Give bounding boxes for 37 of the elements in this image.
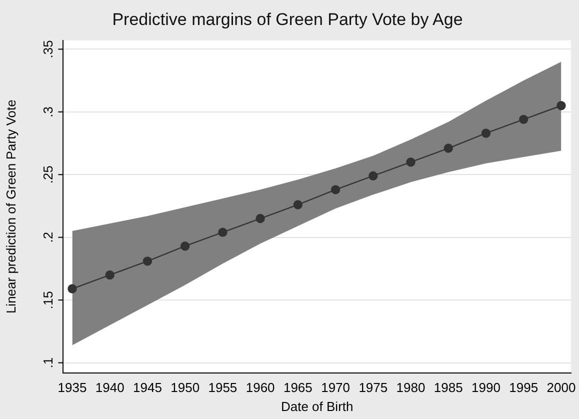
x-tick-label: 1995: [509, 380, 538, 396]
point: [218, 228, 228, 237]
x-tick-label: 1935: [58, 380, 87, 396]
x-tick-label: 1940: [95, 380, 124, 396]
y-tick-label: .15: [40, 291, 56, 310]
x-tick-label: 1960: [246, 380, 275, 396]
x-axis-title: Date of Birth: [280, 398, 354, 414]
point: [256, 214, 265, 224]
y-tick-label: .25: [40, 166, 56, 184]
point: [180, 242, 190, 251]
x-tick-label: 1950: [170, 380, 200, 396]
x-tick-label: 1955: [208, 380, 238, 396]
x-tick-label: 1990: [472, 380, 500, 396]
point: [330, 185, 340, 194]
point: [142, 256, 152, 266]
point: [444, 144, 453, 153]
y-axis-title: Linear prediction of Green Party Vote: [3, 100, 18, 314]
x-tick-label: 1980: [396, 380, 426, 396]
point: [368, 171, 378, 180]
point: [519, 114, 528, 124]
x-tick-label: 1965: [283, 380, 312, 396]
chart-title: Predictive margins of Green Party Vote by Age: [112, 10, 463, 29]
point: [68, 284, 77, 294]
point: [293, 200, 303, 210]
point: [406, 157, 416, 167]
x-tick-label: 1975: [358, 380, 388, 396]
y-tick-label: .35: [40, 40, 56, 58]
x-tick-label: 2000: [546, 380, 576, 396]
x-tick-label: 1985: [434, 380, 463, 396]
point: [105, 270, 114, 280]
x-tick-label: 1970: [321, 380, 350, 396]
y-tick-label: .2: [40, 232, 56, 243]
y-tick-label: .3: [40, 106, 56, 118]
point: [556, 101, 566, 110]
point: [481, 128, 491, 138]
x-tick-label: 1945: [133, 380, 162, 396]
y-tick-label: .1: [40, 357, 56, 368]
